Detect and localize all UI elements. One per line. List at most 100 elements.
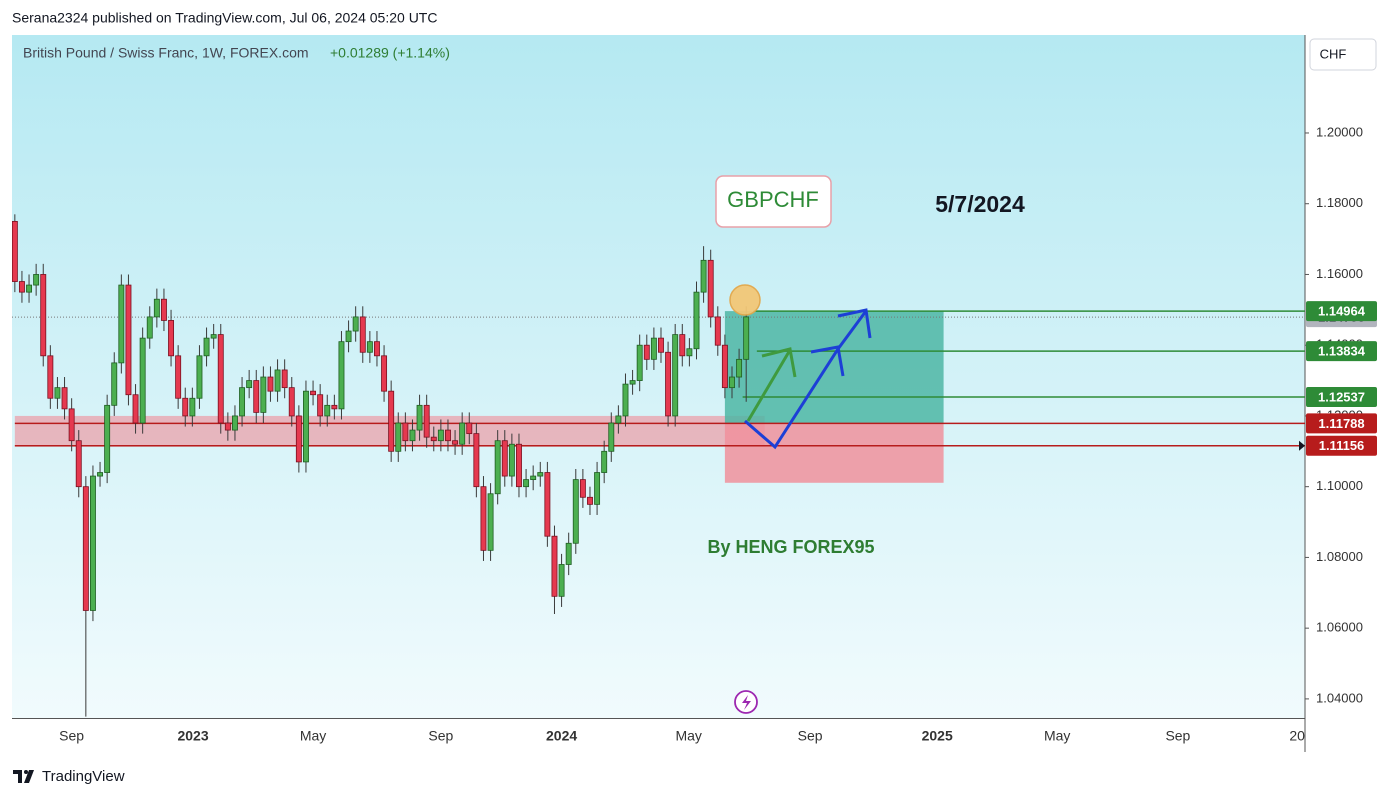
currency-button[interactable] — [1309, 38, 1377, 71]
x-tick-label: Sep — [59, 728, 84, 744]
candle-body — [338, 341, 345, 410]
candle-body — [246, 380, 253, 389]
candle-body — [508, 443, 515, 477]
candle-body — [452, 440, 459, 445]
candle-body — [12, 221, 18, 282]
candle-body — [445, 429, 451, 442]
profit-area — [724, 311, 944, 424]
candle-body — [18, 281, 25, 293]
candle-body — [430, 436, 437, 442]
candle-body — [160, 298, 167, 321]
candle-body — [480, 486, 487, 551]
price-tag-label: 1.11788 — [1318, 416, 1364, 431]
change-legend: +0.01289 (+1.14%) — [330, 45, 450, 61]
candle-body — [253, 380, 260, 413]
candle-body — [679, 334, 686, 357]
candle-body — [516, 443, 522, 488]
candle-body — [402, 422, 409, 442]
candle-body — [494, 440, 501, 495]
candle-body — [303, 390, 309, 463]
candle-body — [658, 337, 664, 353]
price-tag-label: 1.13834 — [1318, 344, 1366, 359]
chart-pane — [12, 35, 1305, 718]
candle-body — [310, 390, 317, 396]
candle-body — [707, 259, 714, 318]
price-pointer — [1299, 440, 1305, 451]
candle-body — [530, 475, 537, 481]
candle-body — [47, 355, 54, 399]
candle-body — [395, 422, 402, 452]
blue-arrow-head — [810, 345, 845, 377]
logo-part — [24, 770, 34, 783]
candle-body — [82, 486, 89, 611]
tv-logo — [13, 770, 34, 783]
x-tick-label: 2023 — [177, 728, 208, 744]
candle-body — [551, 535, 558, 597]
candle-body — [40, 274, 47, 357]
candle-body — [409, 429, 416, 442]
candle-body — [615, 415, 622, 424]
symbol-label: GBPCHF — [727, 187, 819, 212]
author-label: By HENG FOREX95 — [707, 537, 874, 557]
candle-body — [175, 355, 182, 399]
candle-body — [459, 422, 466, 445]
candle-body — [501, 440, 508, 477]
price-tag — [1306, 301, 1377, 322]
candle-body — [118, 284, 125, 364]
x-tick-label: May — [1044, 728, 1070, 744]
x-tick-label: May — [300, 728, 326, 744]
candle-body — [587, 496, 593, 505]
candle-body — [743, 316, 750, 360]
candle-body — [153, 298, 160, 318]
currency-label: CHF — [1320, 46, 1347, 61]
candle-body — [168, 320, 175, 357]
price-tag-label: 1.14964 — [1318, 304, 1366, 319]
candle-body — [324, 404, 331, 417]
candle-body — [686, 348, 693, 357]
symbol-box — [715, 175, 832, 228]
candle-body — [416, 404, 423, 431]
x-tick-label: 20 — [1289, 728, 1305, 744]
candle-body — [61, 387, 68, 410]
y-tick-label: 1.08000 — [1316, 549, 1363, 564]
y-tick-label: 1.16000 — [1316, 266, 1363, 281]
candle-body — [68, 408, 75, 442]
candle-body — [267, 376, 274, 392]
candle-body — [374, 341, 380, 357]
candle-body — [274, 369, 281, 392]
candle-body — [146, 316, 153, 339]
candle-body — [139, 337, 146, 424]
brand: TradingView — [42, 768, 125, 785]
candle-body — [487, 493, 494, 551]
candle-body — [111, 362, 118, 406]
candle-body — [665, 351, 672, 417]
marker-circle — [729, 284, 761, 316]
candle-body — [26, 284, 32, 293]
price-tag-label: 1.11156 — [1319, 438, 1365, 453]
candle-body — [594, 472, 601, 505]
candle-body — [643, 344, 650, 360]
plot — [12, 214, 1305, 717]
candle-body — [224, 422, 231, 431]
candle-body — [196, 355, 203, 399]
candle-body — [714, 316, 721, 346]
y-tick-label: 1.04000 — [1316, 690, 1363, 705]
candle-body — [366, 341, 373, 353]
candle-body — [537, 472, 544, 477]
candle-body — [721, 344, 728, 389]
candle-body — [54, 387, 61, 399]
x-tick-label: Sep — [1165, 728, 1190, 744]
x-tick-label: 2025 — [922, 728, 953, 744]
candle-body — [352, 316, 359, 332]
candle-body — [608, 422, 615, 452]
x-tick-label: Sep — [428, 728, 453, 744]
x-tick-label: May — [675, 728, 701, 744]
price-tag — [1306, 386, 1377, 407]
candle-body — [423, 404, 430, 438]
candle-body — [736, 358, 743, 378]
symbol-legend: British Pound / Swiss Franc, 1W, FOREX.c… — [23, 45, 309, 61]
candle-body — [700, 259, 707, 293]
candle-body — [579, 479, 586, 498]
candle-body — [231, 415, 238, 431]
